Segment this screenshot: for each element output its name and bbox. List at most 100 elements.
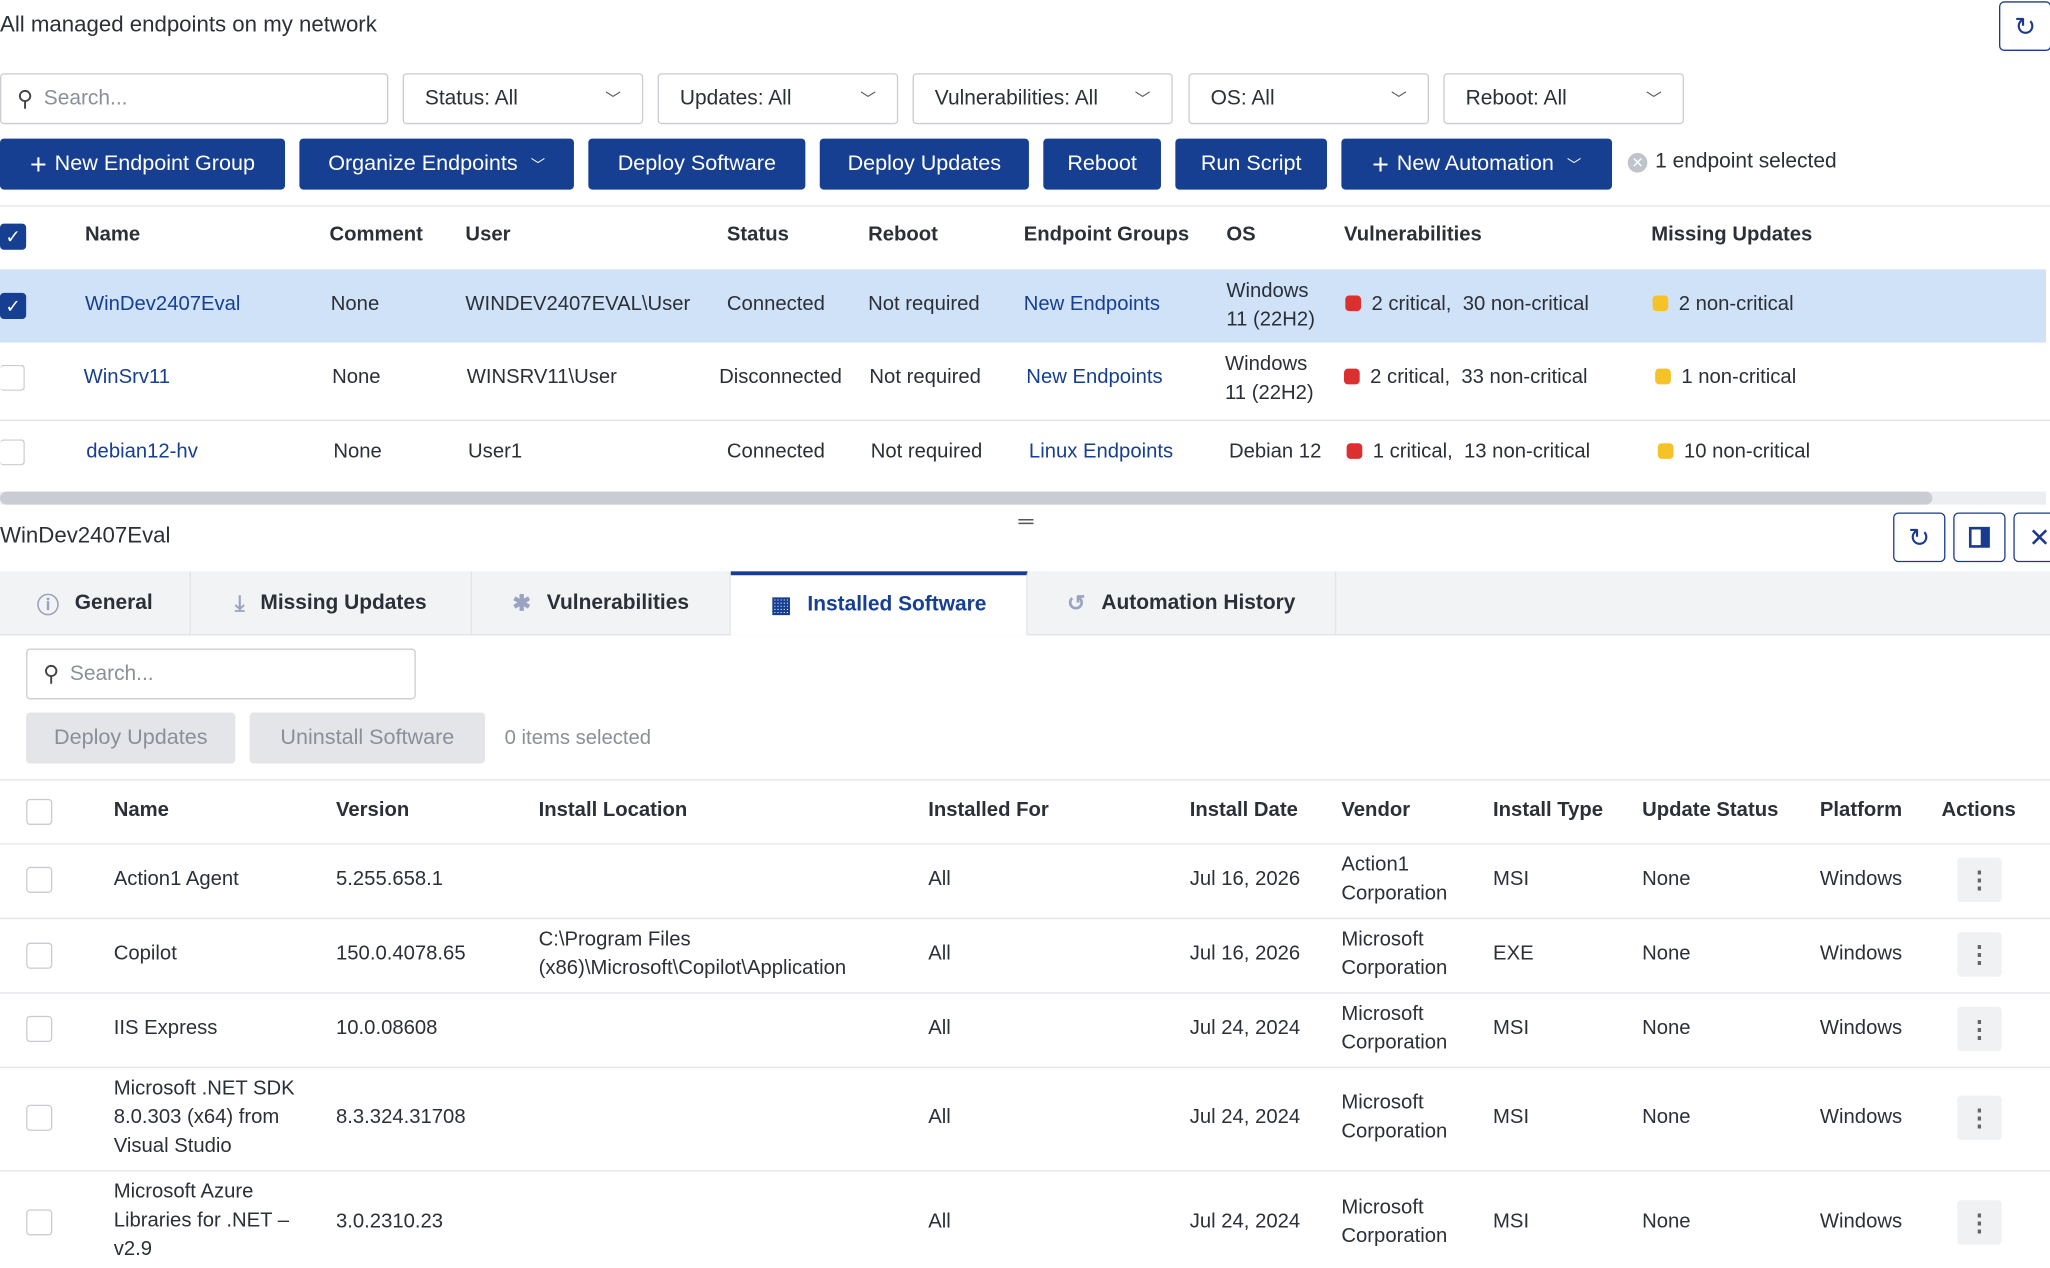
endpoint-missing-updates[interactable]: 1 non-critical [1655,366,1796,390]
software-update-status: None [1642,1017,1691,1040]
refresh-icon: ↻ [1908,523,1931,553]
column-header-name[interactable]: Name [84,223,141,246]
software-install-type: MSI [1493,1210,1530,1233]
select-all-checkbox[interactable]: ✓ [0,223,27,250]
tab-automation-history[interactable]: ↺ Automation History [1028,571,1337,636]
column-header-install-type[interactable]: Install Type [1493,798,1604,822]
status-filter[interactable]: Status: All ﹀ [402,73,644,125]
endpoint-missing-updates[interactable]: 2 non-critical [1652,293,1794,317]
endpoint-vulnerabilities[interactable]: 2 critical, 30 non-critical [1345,293,1589,317]
close-panel-button[interactable]: ✕ [2013,512,2050,563]
row-checkbox[interactable] [26,866,53,893]
selection-count-label: 1 endpoint selected [1655,150,1837,173]
software-name: Action1 Agent [113,868,239,891]
software-install-date: Jul 16, 2026 [1189,868,1301,891]
software-vendor: Action1 Corporation [1341,853,1448,905]
endpoint-group-link[interactable]: New Endpoints [1026,366,1163,389]
tab-vulnerabilities[interactable]: ✱ Vulnerabilities [472,571,731,636]
endpoint-name-link[interactable]: debian12-hv [86,440,198,463]
row-checkbox[interactable] [26,1015,53,1042]
column-header-missing-updates[interactable]: Missing Updates [1651,223,1813,246]
os-filter[interactable]: OS: All ﹀ [1188,73,1429,125]
column-header-user[interactable]: User [465,223,511,246]
resize-handle-icon[interactable]: ═ [1018,511,1034,534]
tab-installed-software[interactable]: ▦ Installed Software [730,571,1028,636]
uninstall-software-button[interactable]: Uninstall Software [249,712,486,764]
more-vertical-icon: ⋮ [1967,940,1992,967]
column-header-platform[interactable]: Platform [1819,798,1903,822]
run-script-button[interactable]: Run Script [1175,138,1328,190]
endpoint-group-link[interactable]: New Endpoints [1023,292,1161,316]
reboot-filter[interactable]: Reboot: All ﹀ [1443,73,1684,125]
software-install-type: MSI [1493,868,1530,891]
software-update-status: None [1642,1210,1691,1233]
software-search-input[interactable]: ⚲ Search... [26,648,416,700]
column-header-endpoint-groups[interactable]: Endpoint Groups [1023,223,1190,246]
row-actions-button[interactable]: ⋮ [1957,1006,2002,1052]
tab-general[interactable]: ⓘ General [0,571,191,636]
software-install-date: Jul 16, 2026 [1189,942,1301,965]
column-header-vendor[interactable]: Vendor [1341,798,1411,822]
select-all-software-checkbox[interactable] [26,798,53,825]
tab-missing-updates[interactable]: ⤓ Missing Updates [191,571,472,636]
more-vertical-icon: ⋮ [1967,866,1992,893]
column-header-os[interactable]: OS [1226,223,1256,246]
dock-panel-button[interactable] [1953,512,2006,563]
deploy-software-button[interactable]: Deploy Software [588,138,806,190]
row-actions-button[interactable]: ⋮ [1957,932,2002,977]
reboot-filter-label: Reboot: All [1465,86,1567,110]
endpoint-group-link[interactable]: Linux Endpoints [1028,440,1174,463]
endpoint-missing-updates[interactable]: 10 non-critical [1657,441,1810,465]
deploy-updates-button-disabled[interactable]: Deploy Updates [26,712,236,764]
clear-selection-icon[interactable]: ✕ [1627,152,1648,172]
software-update-status: None [1642,942,1691,965]
column-header-reboot[interactable]: Reboot [868,223,938,246]
row-checkbox[interactable] [0,439,25,466]
endpoint-user: WINSRV11\User [466,366,617,389]
endpoint-vulnerabilities[interactable]: 2 critical, 33 non-critical [1344,366,1588,390]
table-row[interactable] [0,269,2047,343]
detail-refresh-button[interactable]: ↻ [1893,512,1946,563]
row-checkbox[interactable] [26,942,53,969]
run-script-label: Run Script [1200,151,1302,176]
endpoint-os: Windows 11 (22H2) [1225,352,1314,404]
column-header-version[interactable]: Version [336,798,410,822]
software-install-type: EXE [1493,942,1534,965]
row-checkbox[interactable]: ✓ [0,292,27,320]
software-vendor: Microsoft Corporation [1341,1196,1448,1248]
column-header-vulnerabilities[interactable]: Vulnerabilities [1344,223,1482,246]
horizontal-scrollbar[interactable] [0,491,1933,505]
chevron-down-icon: ﹀ [1645,90,1662,109]
organize-endpoints-label: Organize Endpoints [328,151,518,176]
column-header-installed-for[interactable]: Installed For [928,798,1049,822]
deploy-updates-button[interactable]: Deploy Updates [819,138,1029,190]
row-actions-button[interactable]: ⋮ [1957,1200,2002,1245]
row-actions-button[interactable]: ⋮ [1957,1095,2002,1141]
row-checkbox[interactable] [26,1209,53,1236]
column-header-status[interactable]: Status [726,223,789,246]
column-header-name[interactable]: Name [113,798,169,822]
row-actions-button[interactable]: ⋮ [1957,857,2002,903]
new-automation-button[interactable]: + New Automation ﹀ [1341,138,1613,190]
column-header-install-date[interactable]: Install Date [1189,798,1298,822]
endpoint-name-link[interactable]: WinDev2407Eval [84,292,241,316]
row-checkbox[interactable] [0,364,25,391]
vuln-noncritical: 30 non-critical [1462,292,1589,316]
new-endpoint-group-button[interactable]: + New Endpoint Group [0,138,286,190]
endpoint-name-link[interactable]: WinSrv11 [83,366,171,389]
row-checkbox[interactable] [26,1104,53,1131]
reboot-button[interactable]: Reboot [1043,138,1161,190]
vulnerabilities-filter[interactable]: Vulnerabilities: All ﹀ [912,73,1173,125]
refresh-button[interactable]: ↻ [1999,1,2050,51]
column-header-comment[interactable]: Comment [329,223,423,246]
column-header-install-location[interactable]: Install Location [538,798,688,822]
deploy-updates-label: Deploy Updates [847,151,1002,176]
selection-count: ✕ 1 endpoint selected [1627,150,1837,174]
vuln-critical: 2 critical, [1371,292,1452,316]
search-input[interactable]: ⚲ Search... [0,73,389,125]
organize-endpoints-button[interactable]: Organize Endpoints ﹀ [299,138,574,190]
updates-filter[interactable]: Updates: All ﹀ [657,73,899,125]
new-endpoint-group-label: New Endpoint Group [54,151,255,176]
column-header-update-status[interactable]: Update Status [1642,798,1779,822]
endpoint-vulnerabilities[interactable]: 1 critical, 13 non-critical [1346,441,1590,465]
